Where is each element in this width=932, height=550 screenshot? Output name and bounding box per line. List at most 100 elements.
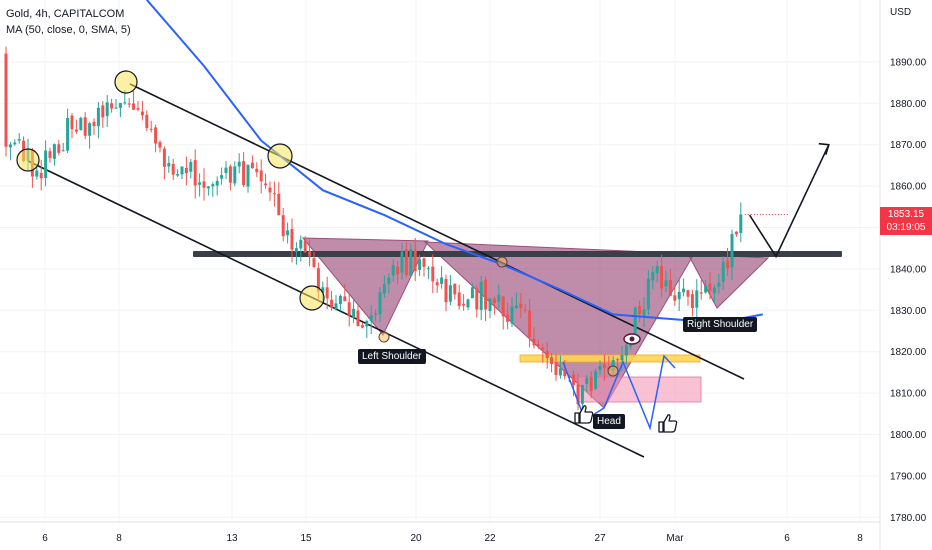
candle-down xyxy=(110,103,114,109)
last-price-tag: 1853.15 03:19:05 xyxy=(880,207,932,235)
y-tick-label: 1840.00 xyxy=(890,264,927,275)
candle-down xyxy=(154,127,158,144)
y-tick-label: 1880.00 xyxy=(890,99,927,110)
y-tick-label: 1890.00 xyxy=(890,57,927,68)
candle-up xyxy=(611,360,615,371)
candle-up xyxy=(198,182,202,185)
candle-up xyxy=(286,230,290,236)
candle-down xyxy=(708,283,712,291)
candle-up xyxy=(391,265,395,276)
candle-down xyxy=(136,108,140,110)
thumbs-up-icon xyxy=(574,405,594,424)
candle-down xyxy=(422,258,426,267)
candle-down xyxy=(660,266,664,289)
candle-up xyxy=(510,306,514,324)
eye-pupil xyxy=(629,336,635,342)
highlight-circle xyxy=(16,148,40,172)
x-tick-label: 6 xyxy=(42,533,48,544)
candle-down xyxy=(356,310,360,327)
x-tick-label: 8 xyxy=(116,533,122,544)
candle-up xyxy=(642,309,646,316)
candle-down xyxy=(272,193,276,195)
candle-down xyxy=(576,384,580,405)
candle-down xyxy=(101,105,105,118)
candle-up xyxy=(580,385,584,404)
candle-down xyxy=(431,266,435,282)
candle-down xyxy=(532,338,536,346)
candle-down xyxy=(303,240,307,253)
candle-down xyxy=(475,288,479,310)
left-shoulder-label: Left Shoulder xyxy=(358,349,426,364)
candle-down xyxy=(127,103,131,105)
candle-down xyxy=(57,144,61,153)
candle-up xyxy=(730,234,734,268)
candle-up xyxy=(189,161,193,172)
candle-down xyxy=(734,231,738,235)
candle-up xyxy=(321,287,325,293)
candle-up xyxy=(594,371,598,389)
candle-up xyxy=(497,295,501,302)
candle-down xyxy=(290,228,294,250)
y-tick-label: 1810.00 xyxy=(890,389,927,400)
candle-up xyxy=(338,295,342,305)
candle-down xyxy=(528,310,532,338)
touch-circle xyxy=(378,331,390,343)
candle-up xyxy=(118,102,122,108)
candle-up xyxy=(246,164,250,187)
candle-up xyxy=(418,259,422,270)
candle-down xyxy=(202,181,206,188)
candle-down xyxy=(572,374,576,385)
candle-up xyxy=(8,144,12,148)
candle-up xyxy=(479,281,483,310)
candle-down xyxy=(453,283,457,295)
candle-up xyxy=(677,291,681,300)
candle-up xyxy=(585,378,589,385)
candle-up xyxy=(409,249,413,276)
left-shoulder-triangle xyxy=(301,237,429,336)
thumbs-up-icon xyxy=(658,414,678,433)
y-tick-label: 1860.00 xyxy=(890,182,927,193)
candle-up xyxy=(294,248,298,252)
y-tick-label: 1820.00 xyxy=(890,347,927,358)
candle-up xyxy=(558,368,562,376)
candle-up xyxy=(334,303,338,309)
candle-up xyxy=(61,150,65,152)
candle-down xyxy=(308,251,312,257)
y-tick-label: 1800.00 xyxy=(890,430,927,441)
candle-down xyxy=(589,377,593,392)
candle-down xyxy=(83,117,87,136)
touch-circle xyxy=(607,365,619,377)
candle-down xyxy=(435,282,439,286)
channel-upper-line xyxy=(129,83,745,380)
candle-down xyxy=(158,142,162,148)
x-tick-label: 27 xyxy=(594,533,606,544)
candle-down xyxy=(519,303,523,309)
candle-down xyxy=(277,193,281,216)
candle-up xyxy=(96,107,100,127)
thumb-shape xyxy=(574,405,594,424)
candle-up xyxy=(66,117,70,151)
candle-down xyxy=(699,292,703,294)
candle-down xyxy=(457,292,461,307)
candle-up xyxy=(488,298,492,312)
candle-down xyxy=(444,278,448,303)
candle-down xyxy=(250,162,254,169)
candle-down xyxy=(92,121,96,127)
candle-down xyxy=(492,298,496,304)
candle-down xyxy=(360,325,364,328)
candle-up xyxy=(426,268,430,270)
candle-down xyxy=(506,314,510,322)
candle-down xyxy=(541,347,545,350)
right-shoulder-label: Right Shoulder xyxy=(683,317,758,332)
candle-up xyxy=(655,266,659,274)
highlight-circle xyxy=(267,143,293,169)
candle-up xyxy=(739,214,743,233)
candle-up xyxy=(52,144,56,159)
x-tick-label: 22 xyxy=(484,533,496,544)
candle-down xyxy=(140,111,144,116)
candle-up xyxy=(624,344,628,356)
candle-down xyxy=(550,357,554,365)
candle-up xyxy=(206,186,210,189)
candle-down xyxy=(145,114,149,129)
